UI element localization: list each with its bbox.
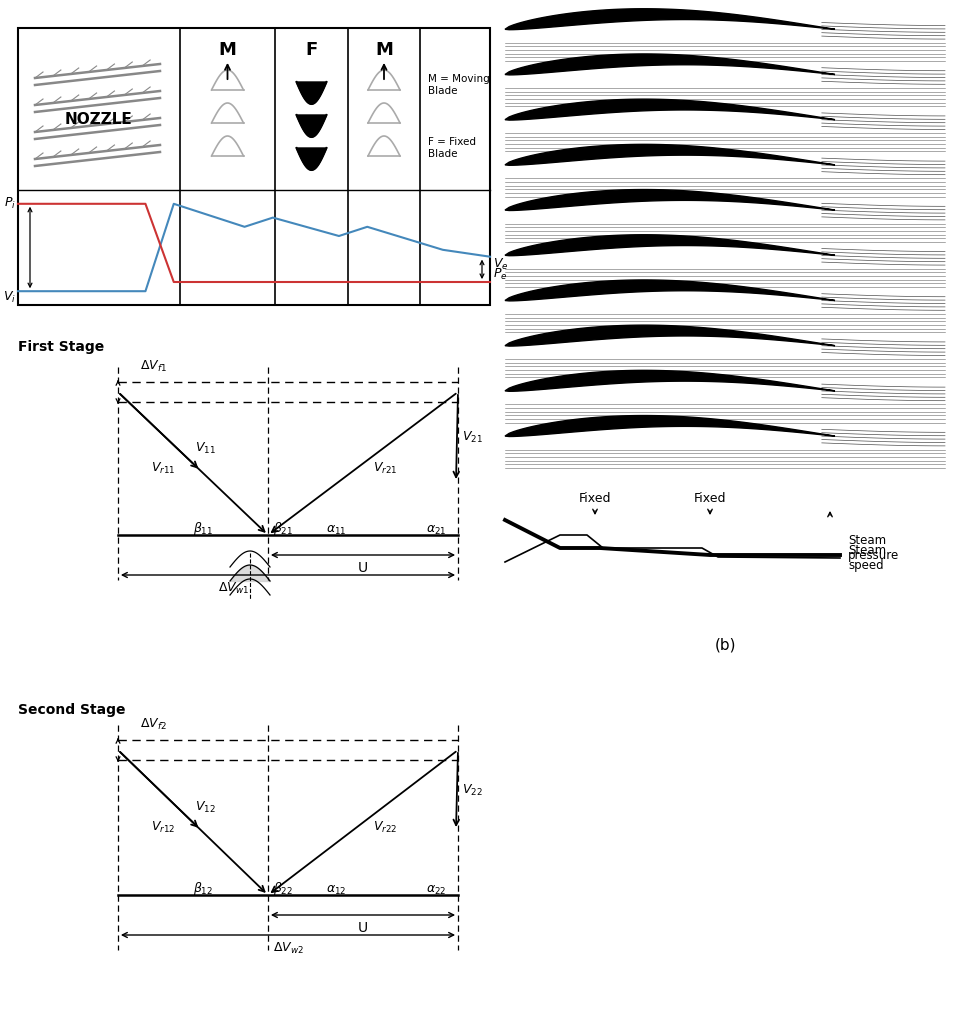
Text: $V_{22}$: $V_{22}$ xyxy=(461,782,482,798)
Text: $\Delta V_{w1}$: $\Delta V_{w1}$ xyxy=(217,581,249,596)
Bar xyxy=(18,28,490,305)
Text: $P_e$: $P_e$ xyxy=(493,266,507,282)
Text: $\beta_{11}$: $\beta_{11}$ xyxy=(193,520,213,537)
Text: F: F xyxy=(306,41,318,59)
Polygon shape xyxy=(505,99,835,120)
Polygon shape xyxy=(505,144,835,165)
Polygon shape xyxy=(505,280,835,301)
Text: $V_{r21}$: $V_{r21}$ xyxy=(373,461,397,476)
Text: $\beta_{22}$: $\beta_{22}$ xyxy=(273,880,293,897)
Polygon shape xyxy=(505,189,835,211)
Text: First Stage: First Stage xyxy=(18,340,104,354)
Text: $\alpha_{22}$: $\alpha_{22}$ xyxy=(426,884,446,897)
Text: F = Fixed
Blade: F = Fixed Blade xyxy=(428,137,476,159)
Text: NOZZLE: NOZZLE xyxy=(65,113,133,128)
Polygon shape xyxy=(505,234,835,256)
Polygon shape xyxy=(297,115,327,137)
Polygon shape xyxy=(505,9,835,30)
Text: $\Delta V_{w2}$: $\Delta V_{w2}$ xyxy=(273,940,304,955)
Text: Fixed: Fixed xyxy=(694,492,727,505)
Polygon shape xyxy=(505,371,835,391)
Polygon shape xyxy=(505,326,835,346)
Text: Fixed: Fixed xyxy=(579,492,611,505)
Text: Steam
speed: Steam speed xyxy=(848,544,886,572)
Text: M: M xyxy=(218,41,236,59)
Text: $V_i$: $V_i$ xyxy=(3,290,16,305)
Polygon shape xyxy=(297,148,327,170)
Text: $\alpha_{12}$: $\alpha_{12}$ xyxy=(326,884,346,897)
Text: $V_{r11}$: $V_{r11}$ xyxy=(151,461,175,476)
Text: $\beta_{12}$: $\beta_{12}$ xyxy=(193,880,213,897)
Polygon shape xyxy=(505,416,835,436)
Polygon shape xyxy=(297,82,327,104)
Text: M: M xyxy=(375,41,393,59)
Text: M = Moving
Blade: M = Moving Blade xyxy=(428,74,490,96)
Text: $\Delta V_{f1}$: $\Delta V_{f1}$ xyxy=(140,358,167,374)
Text: (b): (b) xyxy=(714,638,736,652)
Text: $\Delta V_{f2}$: $\Delta V_{f2}$ xyxy=(140,717,167,731)
Text: $V_{r12}$: $V_{r12}$ xyxy=(151,820,175,835)
Text: $\beta_{21}$: $\beta_{21}$ xyxy=(273,520,293,537)
Polygon shape xyxy=(505,54,835,75)
Text: $P_i$: $P_i$ xyxy=(4,197,16,211)
Text: $V_{11}$: $V_{11}$ xyxy=(195,441,216,457)
Text: $\alpha_{21}$: $\alpha_{21}$ xyxy=(426,524,446,537)
Text: $V_{12}$: $V_{12}$ xyxy=(195,800,216,815)
Text: U: U xyxy=(357,921,368,935)
Text: $V_{21}$: $V_{21}$ xyxy=(461,429,482,444)
Text: Second Stage: Second Stage xyxy=(18,703,126,717)
Text: Steam
pressure: Steam pressure xyxy=(848,534,899,562)
Text: $V_e$: $V_e$ xyxy=(493,257,508,272)
Text: $V_{r22}$: $V_{r22}$ xyxy=(373,820,397,835)
Text: U: U xyxy=(357,561,368,575)
Text: $\alpha_{11}$: $\alpha_{11}$ xyxy=(326,524,346,537)
